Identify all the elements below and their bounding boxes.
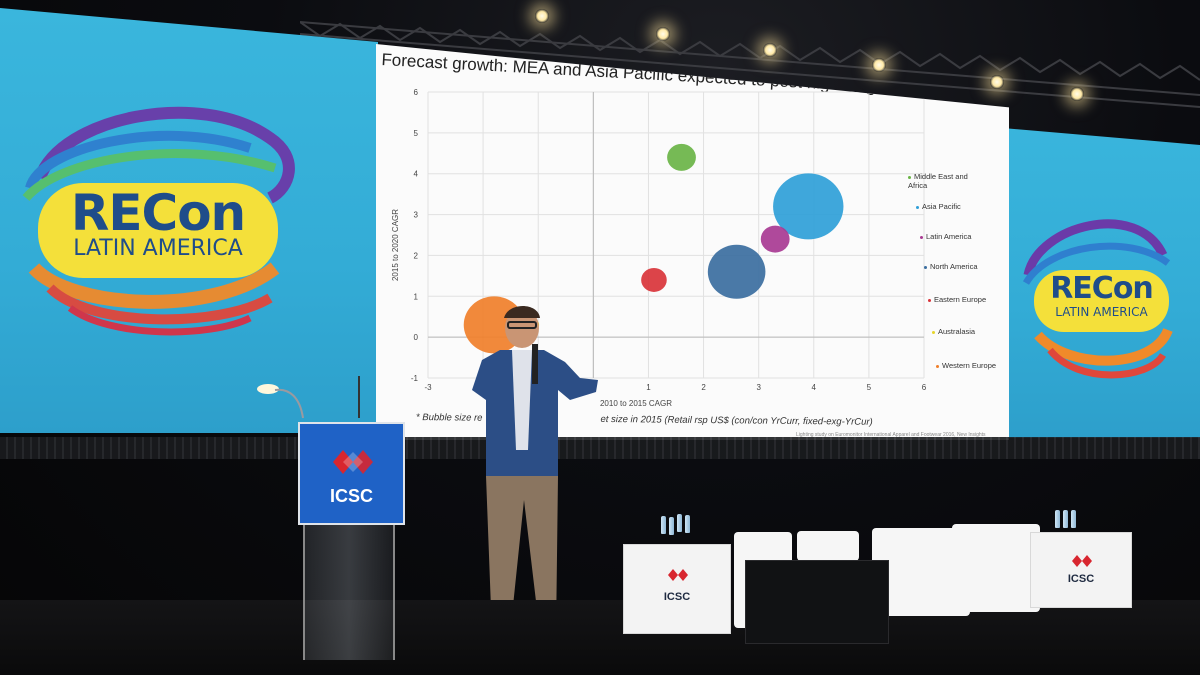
legend-label: Eastern Europe (934, 295, 987, 304)
lighting-truss (300, 21, 1200, 108)
legend-item: Latin America (920, 232, 971, 241)
y-tick-label: 6 (414, 88, 419, 97)
legend-label: Western Europe (942, 361, 997, 370)
spotlight (656, 27, 670, 41)
water-bottle (669, 517, 674, 535)
legend-item: Middle East and Africa (908, 172, 968, 190)
x-tick-label: 5 (867, 383, 872, 392)
recon-logo: RECon LATIN AMERICA (1034, 271, 1169, 320)
bubble-point (760, 225, 790, 253)
side-table-cube: ICSC (1030, 532, 1132, 608)
lounge-chair (952, 524, 1040, 612)
recon-logo-ribbons (1022, 219, 1173, 379)
legend-item: Eastern Europe (928, 295, 986, 304)
y-tick-label: 1 (414, 292, 419, 301)
x-tick-label: -3 (424, 383, 432, 392)
legend-swatch (916, 205, 919, 209)
x-tick-label: 2 (701, 383, 706, 392)
cube-icsc-label: ICSC (663, 591, 691, 603)
lounge-chair (797, 531, 859, 561)
water-bottle (677, 514, 682, 532)
spotlight (872, 58, 886, 72)
recon-logo: RECon LATIN AMERICA (38, 188, 278, 260)
legend-swatch (908, 175, 911, 179)
y-tick-label: 5 (414, 129, 419, 138)
slide-source: Lighting study on Euromonitor Internatio… (796, 432, 986, 438)
water-bottle (1071, 510, 1076, 528)
x-tick-label: 6 (922, 383, 927, 392)
legend-label: North America (930, 262, 978, 271)
water-bottle (1055, 510, 1060, 528)
screen-left-panel: RECon LATIN AMERICA (0, 8, 378, 433)
water-bottle (685, 515, 690, 533)
legend-item: North America (924, 262, 978, 271)
recon-logo-subtitle: LATIN AMERICA (1055, 305, 1148, 319)
legend-swatch (932, 330, 935, 334)
legend-label: Latin America (926, 232, 972, 241)
legend-item: Western Europe (936, 361, 996, 370)
y-tick-label: 0 (414, 333, 419, 342)
y-axis-label: 2015 to 2020 CAGR (391, 209, 400, 281)
side-table-cube: ICSC (623, 544, 731, 634)
bubble-point (641, 267, 667, 292)
podium-lamp (257, 384, 304, 419)
bubble-point (773, 173, 844, 240)
microphone-stem (358, 376, 360, 418)
cube-icsc-label: ICSC (1067, 573, 1095, 585)
legend-swatch (924, 265, 927, 269)
legend-item: Asia Pacific (916, 202, 961, 211)
legend-swatch (920, 235, 923, 239)
speaker-person (472, 306, 598, 600)
bubble-point (667, 143, 696, 171)
recon-logo-subtitle: LATIN AMERICA (73, 236, 243, 261)
water-bottle (1063, 510, 1068, 528)
podium-stand (303, 520, 395, 660)
spotlight (535, 9, 549, 23)
spotlight (763, 43, 777, 57)
x-axis-label: 2010 to 2015 CAGR (600, 399, 672, 408)
icsc-logo-mark (333, 450, 373, 474)
stage-floor (0, 600, 1200, 675)
x-tick-label: 1 (646, 383, 651, 392)
podium-sign: ICSC (298, 422, 405, 525)
podium-icsc-label: ICSC (329, 486, 373, 506)
stage-monitor-speaker (745, 560, 889, 644)
legend-item: Australasia (932, 327, 975, 336)
recon-logo-title: RECon (70, 184, 246, 242)
icsc-logo-mark (1072, 555, 1092, 567)
legend-swatch (936, 364, 939, 368)
y-tick-label: 3 (414, 211, 419, 220)
spotlight (1070, 87, 1084, 101)
y-tick-label: 2 (414, 251, 419, 260)
x-tick-label: 3 (756, 383, 761, 392)
recon-logo-ribbons (22, 106, 295, 336)
recon-logo-title: RECon (1050, 271, 1154, 306)
legend-swatch (928, 298, 931, 302)
legend-label: Australasia (938, 327, 976, 336)
icsc-logo-mark (668, 569, 688, 581)
legend-label: Middle East and Africa (908, 172, 968, 190)
legend-label: Asia Pacific (922, 202, 961, 211)
y-tick-label: -1 (411, 374, 419, 383)
x-tick-label: 4 (812, 383, 817, 392)
bubble-point (707, 244, 766, 299)
spotlight (990, 75, 1004, 89)
y-tick-label: 4 (414, 170, 419, 179)
water-bottle (661, 516, 666, 534)
